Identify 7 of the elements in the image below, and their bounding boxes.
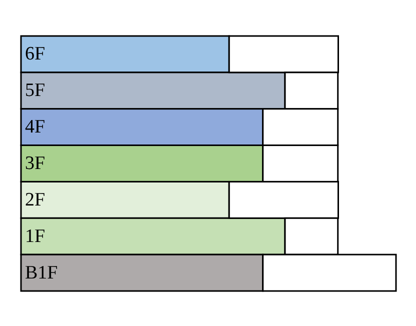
y-tick-label: 4F (25, 116, 46, 138)
y-tick-label: 3F (25, 153, 46, 174)
y-tick-label: 6F (25, 44, 46, 65)
y-tick-label: 2F (25, 189, 46, 210)
y-tick-label: 1F (25, 226, 46, 247)
y-tick-label: B1F (25, 262, 58, 284)
y-tick-label: 5F (25, 80, 46, 102)
